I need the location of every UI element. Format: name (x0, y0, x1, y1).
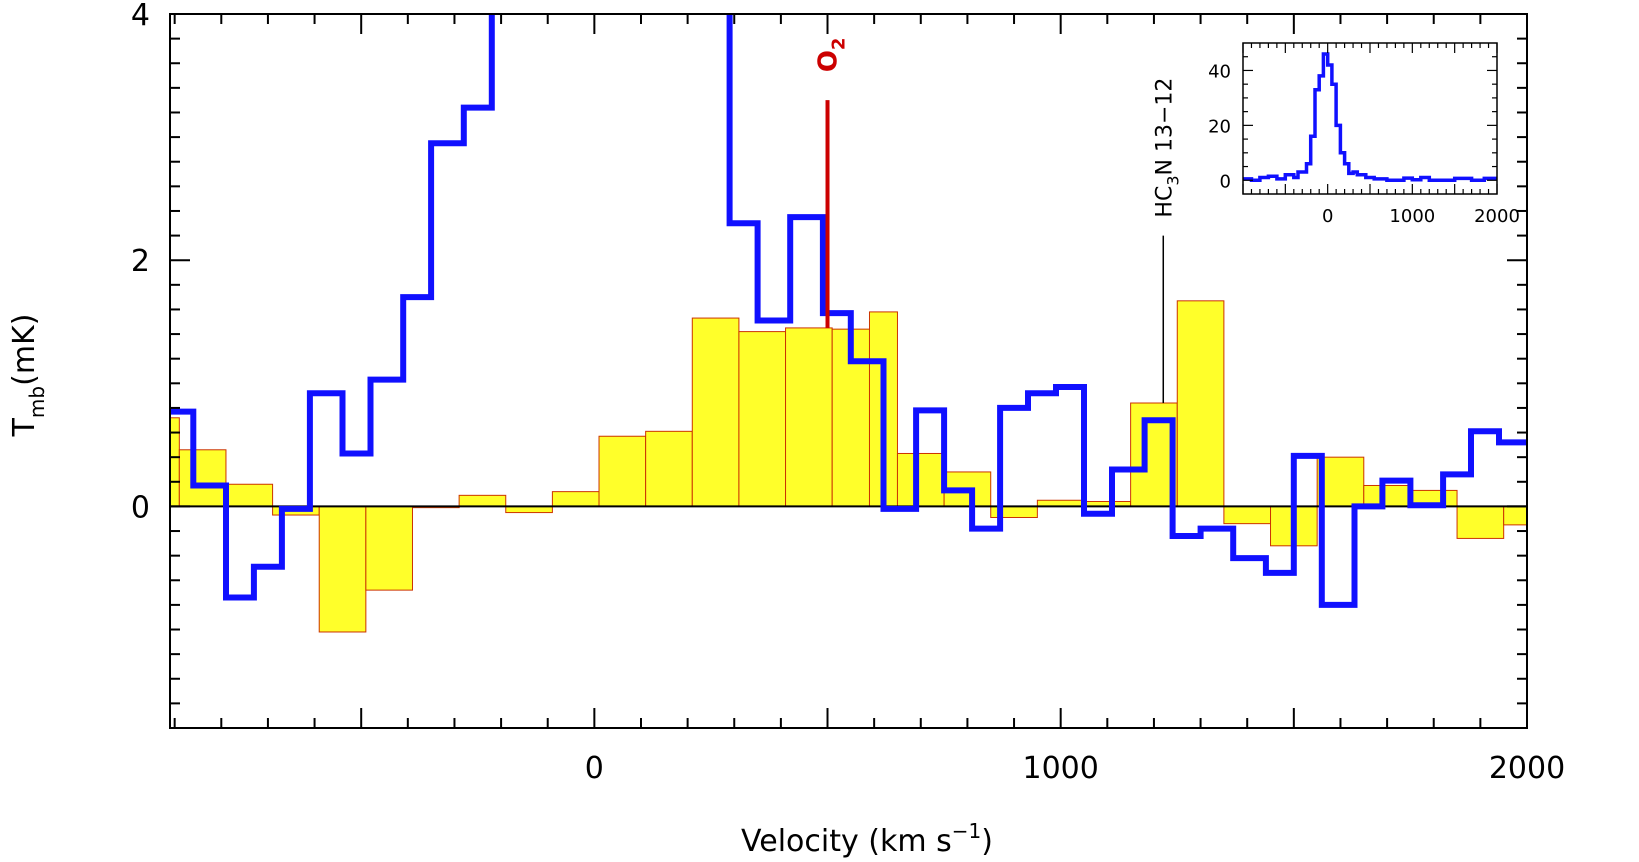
hc3n-label-subscript: 3 (1163, 175, 1182, 185)
inset-tick-label-layer: 0 1000 2000 0 20 40 (1208, 61, 1520, 227)
y-axis-title-suffix: (mK) (7, 314, 42, 386)
histogram-layer (169, 300, 1528, 633)
histogram-bar-14 (738, 331, 787, 507)
histogram-bar-27 (1316, 456, 1365, 507)
y-axis-title-subscript: mb (25, 386, 49, 418)
histogram-bar-12 (645, 430, 693, 507)
inset-y-tick-label: 0 (1220, 171, 1231, 192)
histogram-bar-10 (551, 491, 600, 507)
histogram-bar-1 (169, 417, 180, 507)
hc3n-marker-label: HC3N 13−12 (1152, 78, 1182, 218)
histogram-bar-28 (1363, 484, 1411, 507)
x-tick-label: 1000 (1022, 751, 1098, 786)
histogram-bar-24 (1176, 300, 1225, 507)
inset-x-tick-label: 0 (1322, 206, 1333, 227)
histogram-bar-13 (691, 317, 740, 507)
x-axis-title-main: Velocity (km s (741, 824, 952, 859)
x-tick-label: 2000 (1489, 751, 1565, 786)
histogram-bar-31 (1503, 505, 1528, 526)
inset-x-tick-label: 1000 (1389, 206, 1435, 227)
y-tick-label: 0 (131, 490, 150, 525)
inset-tick-layer (1242, 43, 1498, 194)
step-line-series-1 (170, 14, 495, 601)
x-tick-label: 0 (585, 751, 604, 786)
histogram-bar-15 (785, 327, 833, 507)
histogram-bar-2 (178, 449, 227, 507)
histogram-bar-3 (225, 483, 274, 507)
histogram-bar-30 (1456, 505, 1505, 539)
histogram-bar-5 (318, 505, 367, 633)
histogram-bar-11 (598, 435, 647, 507)
histogram-bar-6 (365, 505, 413, 591)
inset-y-tick-label: 20 (1208, 116, 1231, 137)
hc3n-label-suffix: N 13−12 (1152, 78, 1177, 176)
inset-x-tick-label: 2000 (1474, 206, 1520, 227)
histogram-bar-8 (458, 494, 507, 507)
tick-layer (170, 13, 1528, 729)
y-axis-title-main: T (7, 417, 42, 437)
inset-chart: 0 1000 2000 0 20 40 (1208, 42, 1520, 227)
inset-y-tick-label: 40 (1208, 61, 1231, 82)
y-tick-label: 2 (131, 244, 150, 279)
x-axis-title-superscript: −1 (952, 819, 981, 843)
step-line-series-2 (726, 14, 1527, 608)
x-axis-title-suffix: ) (981, 824, 993, 859)
y-axis-title: Tmb(mK) (7, 314, 49, 438)
x-axis-title: Velocity (km s−1) (741, 819, 993, 859)
o2-label-subscript: 2 (829, 38, 850, 51)
o2-label-main: O (814, 50, 844, 72)
hc3n-label-main: HC (1152, 186, 1177, 218)
histogram-bar-25 (1223, 505, 1272, 525)
annotation-layer: O2 HC3N 13−12 (814, 38, 1182, 404)
inset-step-line-series (1243, 52, 1497, 183)
plot-frame (169, 13, 1528, 729)
y-tick-label: 4 (131, 0, 150, 33)
step-line-layer (170, 14, 1527, 608)
o2-marker-label: O2 (814, 38, 850, 73)
inset-step-line-layer (1243, 52, 1497, 183)
histogram-bar-18 (896, 452, 945, 507)
inset-frame (1242, 42, 1498, 195)
